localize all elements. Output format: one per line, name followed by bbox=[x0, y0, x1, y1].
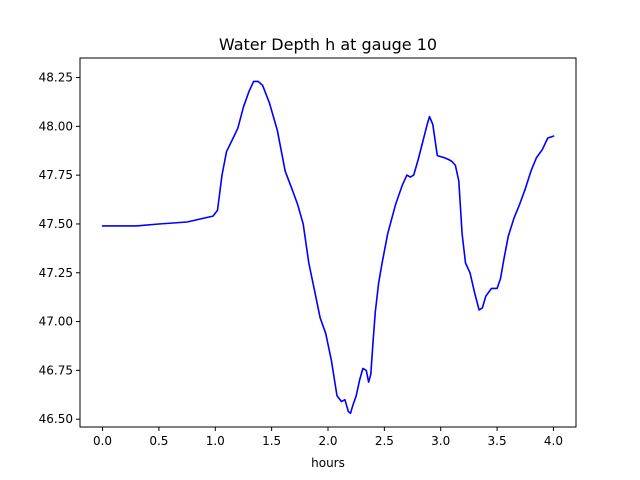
y-tick-label: 47.50 bbox=[39, 217, 73, 231]
x-tick-label: 1.5 bbox=[262, 434, 281, 448]
x-tick-label: 3.0 bbox=[431, 434, 450, 448]
x-axis: 0.0 0.5 1.0 1.5 2.0 2.5 3.0 3.5 4.0 bbox=[93, 427, 563, 448]
y-tick-label: 47.25 bbox=[39, 266, 73, 280]
y-tick-label: 46.75 bbox=[39, 363, 73, 377]
x-tick-label: 4.0 bbox=[544, 434, 563, 448]
chart-title: Water Depth h at gauge 10 bbox=[219, 35, 437, 54]
y-axis: 46.50 46.75 47.00 47.25 47.50 47.75 48.00 48.25 bbox=[39, 71, 80, 426]
x-tick-label: 0.0 bbox=[93, 434, 112, 448]
y-tick-label: 48.00 bbox=[39, 119, 73, 133]
y-tick-label: 47.00 bbox=[39, 315, 73, 329]
x-axis-label: hours bbox=[311, 456, 345, 470]
x-tick-label: 0.5 bbox=[149, 434, 168, 448]
x-tick-label: 2.5 bbox=[375, 434, 394, 448]
y-tick-label: 46.50 bbox=[39, 412, 73, 426]
y-tick-label: 48.25 bbox=[39, 71, 73, 85]
x-tick-label: 2.0 bbox=[318, 434, 337, 448]
x-tick-label: 3.5 bbox=[488, 434, 507, 448]
series-line bbox=[101, 80, 555, 415]
series-layer bbox=[101, 80, 555, 415]
x-tick-label: 1.0 bbox=[206, 434, 225, 448]
y-tick-label: 47.75 bbox=[39, 168, 73, 182]
